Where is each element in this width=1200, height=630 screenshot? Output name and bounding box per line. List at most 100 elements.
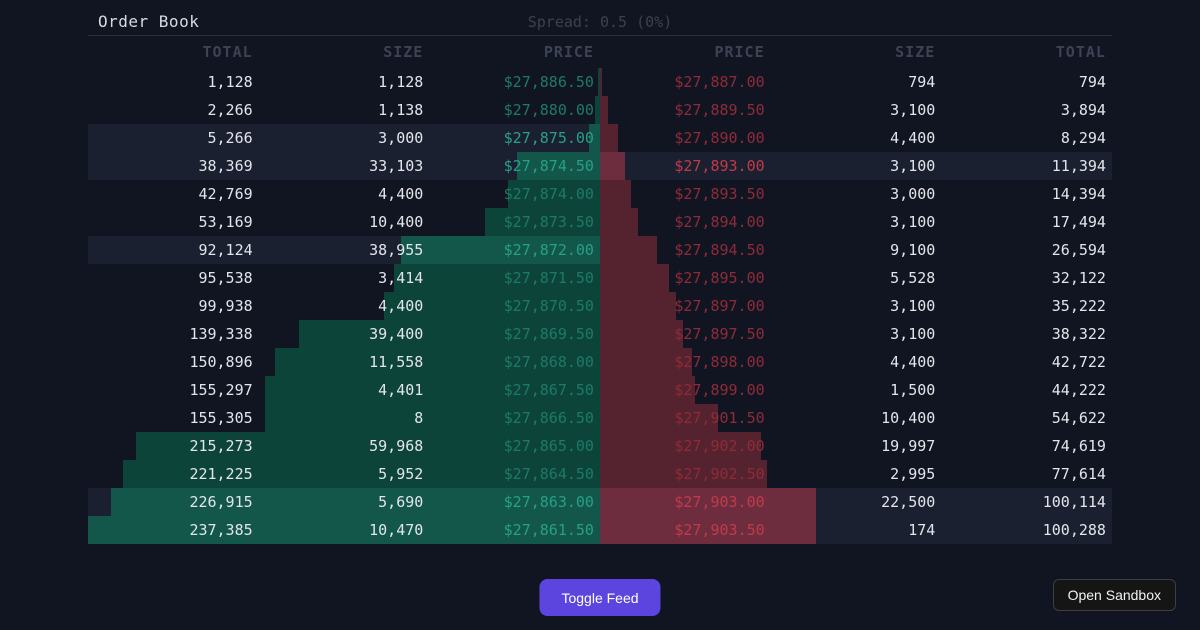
ask-price-cell: $27,894.50 — [674, 241, 765, 259]
ask-row-half: $27,893.50 3,000 14,394 — [600, 180, 1112, 208]
ask-price-cell: $27,893.50 — [674, 185, 765, 203]
bid-total-cell: 1,128 — [207, 73, 253, 91]
order-book-row: 221,225 5,952 $27,864.50 $27,902.50 2,995 77,… — [88, 460, 1112, 488]
ask-depth-bar — [600, 516, 817, 544]
bid-depth-bar — [485, 208, 600, 236]
ask-size-cell: 1,500 — [890, 381, 936, 399]
order-book-row: 226,915 5,690 $27,863.00 $27,903.00 22,500 10… — [88, 488, 1112, 516]
ask-size-cell: 3,100 — [890, 101, 936, 119]
ask-depth-bar — [600, 124, 618, 152]
ask-total-cell: 100,288 — [1042, 521, 1106, 539]
bid-size-cell: 33,103 — [369, 157, 424, 175]
bid-row-half: 42,769 4,400 $27,874.00 — [88, 180, 600, 208]
bid-depth-bar — [517, 152, 600, 180]
bid-depth-bar — [110, 488, 600, 516]
ask-row-half: $27,903.50 174 100,288 — [600, 516, 1112, 544]
bid-depth-bar — [265, 404, 600, 432]
ask-depth-bar — [600, 96, 609, 124]
bid-price-cell: $27,873.50 — [503, 213, 594, 231]
bid-depth-bar — [88, 516, 600, 544]
bid-size-cell: 5,952 — [378, 465, 424, 483]
bid-row-half: 237,385 10,470 $27,861.50 — [88, 516, 600, 544]
ask-row-half: $27,901.50 10,400 54,622 — [600, 404, 1112, 432]
bid-size-cell: 1,138 — [378, 101, 424, 119]
ask-row-half: $27,890.00 4,400 8,294 — [600, 124, 1112, 152]
order-book-row: 42,769 4,400 $27,874.00 $27,893.50 3,000 14,3… — [88, 180, 1112, 208]
bid-row-half: 226,915 5,690 $27,863.00 — [88, 488, 600, 516]
bid-row-half: 2,266 1,138 $27,880.00 — [88, 96, 600, 124]
ask-total-cell: 32,122 — [1051, 269, 1106, 287]
ask-size-cell: 3,100 — [890, 325, 936, 343]
ask-price-cell: $27,903.50 — [674, 521, 765, 539]
order-book-row: 2,266 1,138 $27,880.00 $27,889.50 3,100 3,894 — [88, 96, 1112, 124]
ask-depth-bar — [600, 264, 670, 292]
bid-price-cell: $27,869.50 — [503, 325, 594, 343]
bid-total-cell: 237,385 — [189, 521, 253, 539]
bid-size-cell: 1,128 — [378, 73, 424, 91]
bid-price-cell: $27,874.00 — [503, 185, 594, 203]
bid-size-cell: 4,400 — [378, 185, 424, 203]
bid-size-cell: 3,414 — [378, 269, 424, 287]
col-header-bid-total: TOTAL — [202, 43, 253, 61]
bid-row-half: 215,273 59,968 $27,865.00 — [88, 432, 600, 460]
ask-depth-bar — [600, 236, 658, 264]
ask-total-cell: 74,619 — [1051, 437, 1106, 455]
col-header-bid-size: SIZE — [383, 43, 424, 61]
order-book-rows: 1,128 1,128 $27,886.50 $27,887.00 794 794 2,26… — [88, 68, 1112, 544]
bid-depth-bar — [588, 124, 600, 152]
col-header-ask-size: SIZE — [895, 43, 936, 61]
ask-total-cell: 26,594 — [1051, 241, 1106, 259]
bid-total-cell: 42,769 — [198, 185, 253, 203]
bid-price-cell: $27,868.00 — [503, 353, 594, 371]
ask-row-half: $27,903.00 22,500 100,114 — [600, 488, 1112, 516]
ask-depth-bar — [600, 348, 693, 376]
bid-depth-bar — [384, 292, 600, 320]
bid-price-cell: $27,886.50 — [503, 73, 594, 91]
ask-total-cell: 100,114 — [1042, 493, 1106, 511]
ask-row-half: $27,897.00 3,100 35,222 — [600, 292, 1112, 320]
ask-row-half: $27,899.00 1,500 44,222 — [600, 376, 1112, 404]
col-header-ask-total: TOTAL — [1055, 43, 1106, 61]
bid-price-cell: $27,864.50 — [503, 465, 594, 483]
ask-size-cell: 3,100 — [890, 297, 936, 315]
bid-row-half: 155,305 8 $27,866.50 — [88, 404, 600, 432]
bid-size-cell: 11,558 — [369, 353, 424, 371]
ask-price-cell: $27,894.00 — [674, 213, 765, 231]
bid-total-cell: 92,124 — [198, 241, 253, 259]
ask-size-cell: 3,100 — [890, 157, 936, 175]
bid-size-cell: 39,400 — [369, 325, 424, 343]
ask-total-cell: 54,622 — [1051, 409, 1106, 427]
bid-price-cell: $27,871.50 — [503, 269, 594, 287]
bid-price-cell: $27,863.00 — [503, 493, 594, 511]
ask-size-cell: 3,100 — [890, 213, 936, 231]
order-book-row: 5,266 3,000 $27,875.00 $27,890.00 4,400 8,294 — [88, 124, 1112, 152]
bid-depth-bar — [507, 180, 600, 208]
ask-row-half: $27,898.00 4,400 42,722 — [600, 348, 1112, 376]
bid-row-half: 5,266 3,000 $27,875.00 — [88, 124, 600, 152]
order-book-panel: Order Book Spread: 0.5 (0%) TOTAL SIZE P… — [88, 8, 1112, 544]
order-book-row: 237,385 10,470 $27,861.50 $27,903.50 174 100,… — [88, 516, 1112, 544]
bid-total-cell: 226,915 — [189, 493, 253, 511]
order-book-header: Order Book Spread: 0.5 (0%) — [88, 8, 1112, 36]
bid-total-cell: 95,538 — [198, 269, 253, 287]
ask-total-cell: 794 — [1078, 73, 1106, 91]
order-book-row: 215,273 59,968 $27,865.00 $27,902.00 19,997 7… — [88, 432, 1112, 460]
toggle-feed-button[interactable]: Toggle Feed — [539, 579, 661, 616]
order-book-row: 99,938 4,400 $27,870.50 $27,897.00 3,100 35,2… — [88, 292, 1112, 320]
ask-size-cell: 3,000 — [890, 185, 936, 203]
ask-price-cell: $27,902.00 — [674, 437, 765, 455]
ask-total-cell: 11,394 — [1051, 157, 1106, 175]
bid-price-cell: $27,865.00 — [503, 437, 594, 455]
ask-price-cell: $27,903.00 — [674, 493, 765, 511]
bid-size-cell: 5,690 — [378, 493, 424, 511]
bid-total-cell: 2,266 — [207, 101, 253, 119]
ask-price-cell: $27,890.00 — [674, 129, 765, 147]
ask-row-half: $27,894.00 3,100 17,494 — [600, 208, 1112, 236]
bid-depth-bar — [265, 376, 600, 404]
bid-price-cell: $27,875.00 — [503, 129, 594, 147]
bid-size-cell: 10,400 — [369, 213, 424, 231]
ask-price-cell: $27,887.00 — [674, 73, 765, 91]
ask-row-half: $27,902.50 2,995 77,614 — [600, 460, 1112, 488]
bid-size-cell: 59,968 — [369, 437, 424, 455]
open-sandbox-button[interactable]: Open Sandbox — [1052, 579, 1176, 611]
